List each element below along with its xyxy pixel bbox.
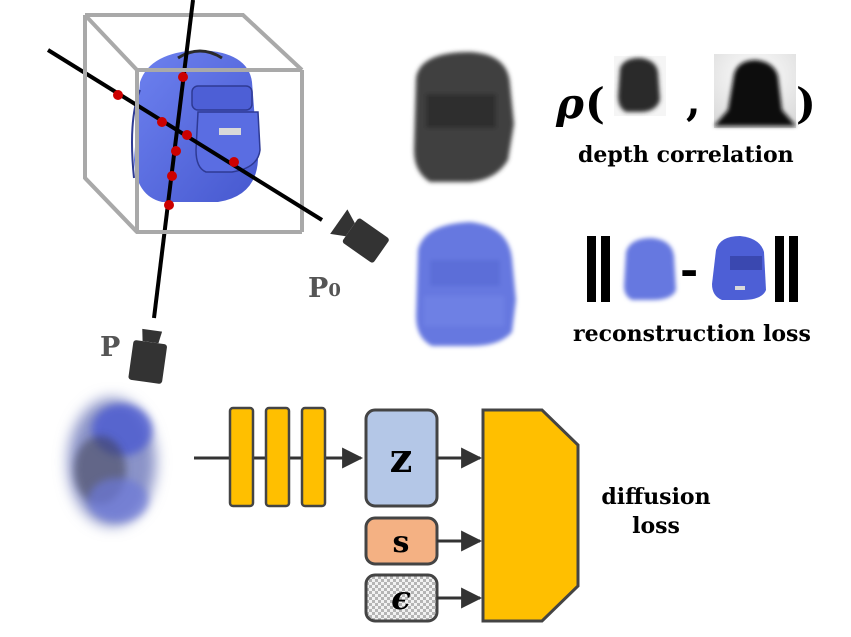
p0-label: P0 xyxy=(308,273,341,304)
bounding-box-back xyxy=(83,13,304,232)
color-render xyxy=(416,222,516,346)
epsilon-input: ϵ xyxy=(364,573,439,623)
z-latent: z xyxy=(364,408,439,508)
depth-correlation-formula: ρ ( , ) depth correlation xyxy=(555,54,816,168)
backpack-3d xyxy=(131,49,261,202)
decoder-arrows xyxy=(437,447,483,609)
svg-text:z: z xyxy=(390,435,413,482)
encoder-block-2 xyxy=(264,406,291,508)
encoder-block-3 xyxy=(300,406,327,508)
camera-icon-p0 xyxy=(330,209,389,263)
svg-text:diffusion: diffusion xyxy=(601,484,710,510)
svg-text:ρ: ρ xyxy=(555,79,585,128)
svg-text:s: s xyxy=(393,525,410,560)
encoder xyxy=(194,406,364,508)
svg-text:(: ( xyxy=(585,79,605,128)
svg-text:): ) xyxy=(796,79,816,128)
diffusion-loss-label: diffusion loss xyxy=(601,484,710,539)
encoder-block-1 xyxy=(228,406,255,508)
camera-icon-p xyxy=(128,328,167,384)
noisy-render-blob xyxy=(68,398,156,526)
svg-text:ϵ: ϵ xyxy=(391,579,410,617)
svg-text:,: , xyxy=(686,76,701,125)
depth-correlation-caption: depth correlation xyxy=(578,142,794,168)
depth-render xyxy=(414,52,514,182)
diffusion-decoder xyxy=(481,408,580,623)
bounding-box-front xyxy=(83,15,302,234)
s-input: s xyxy=(364,516,439,566)
ray-sample-points xyxy=(113,72,239,210)
svg-text:-: - xyxy=(680,245,698,296)
reconstruction-loss-formula: - reconstruction loss xyxy=(573,234,811,347)
reconstruction-loss-caption: reconstruction loss xyxy=(573,321,811,347)
p-label: P xyxy=(100,332,120,363)
svg-text:loss: loss xyxy=(632,513,680,539)
